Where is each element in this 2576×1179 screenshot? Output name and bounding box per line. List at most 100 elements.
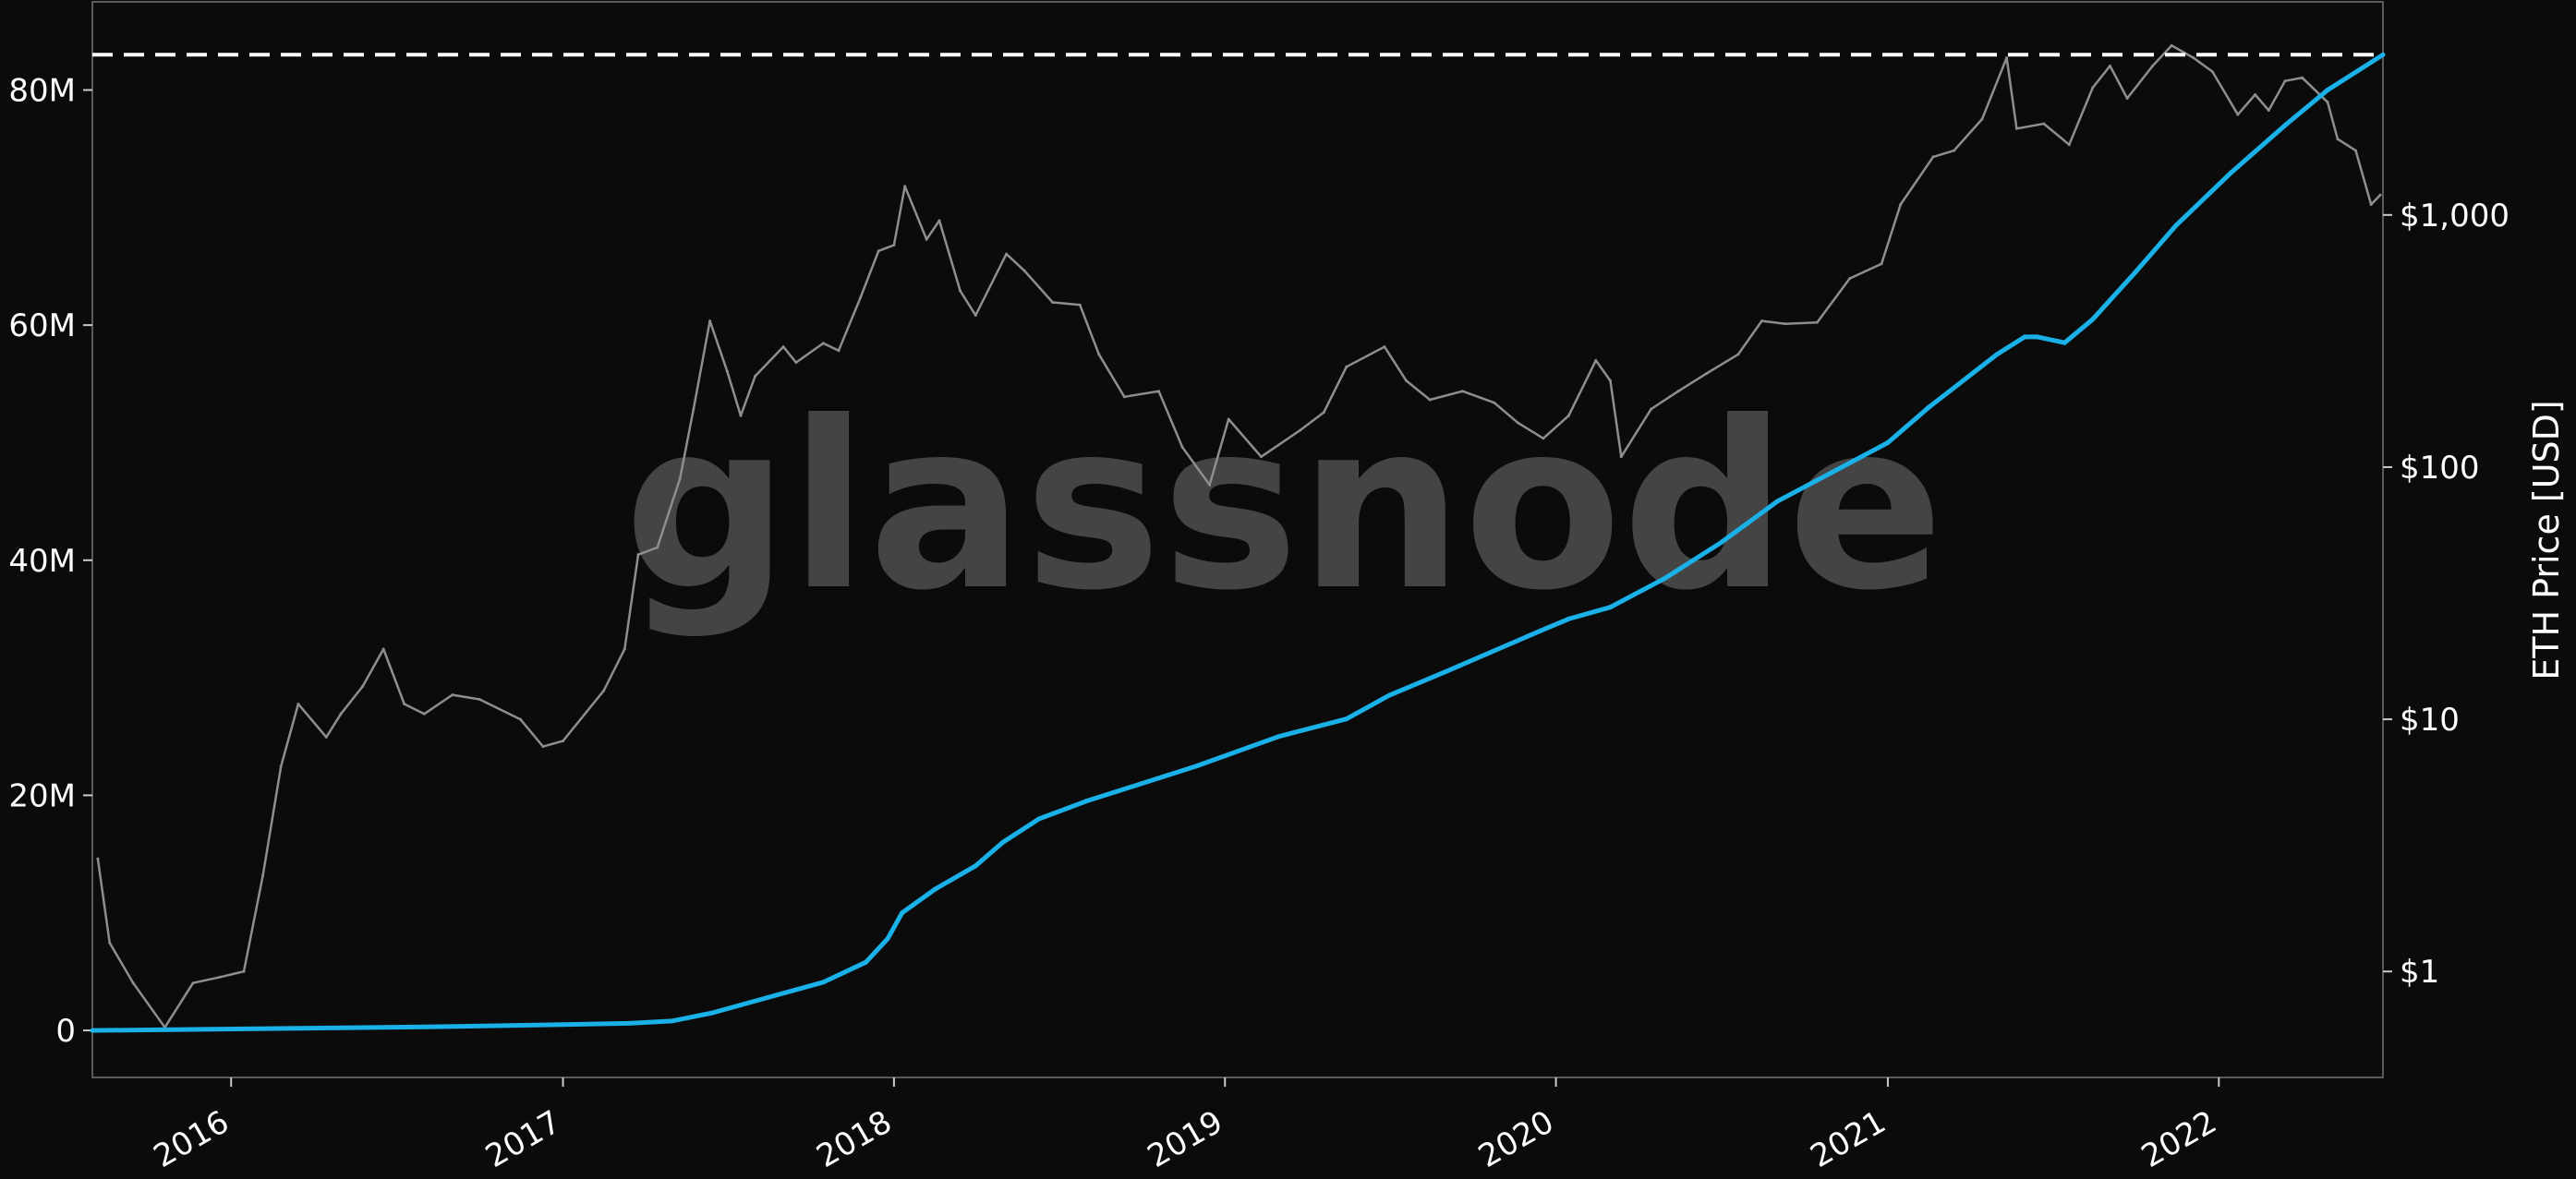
- right-tick-label: $10: [2400, 702, 2460, 739]
- left-tick-label: 40M: [8, 543, 76, 580]
- price-point: [2283, 79, 2287, 83]
- supply-point: [1386, 692, 1392, 698]
- price-point: [2210, 70, 2214, 74]
- supply-point: [1036, 816, 1042, 822]
- price-line: [96, 44, 2382, 1029]
- price-point: [2354, 149, 2357, 152]
- price-point: [339, 712, 343, 716]
- left-tick-label: 80M: [8, 72, 76, 109]
- price-point: [692, 407, 695, 411]
- price-point: [541, 745, 545, 749]
- glassnode-watermark: glassnode: [623, 372, 1943, 641]
- price-point: [296, 703, 300, 705]
- price-point: [656, 546, 659, 549]
- supply-point: [820, 980, 826, 985]
- supply-point: [864, 959, 868, 965]
- price-point: [422, 712, 426, 716]
- price-point: [1848, 277, 1852, 281]
- price-point: [2336, 138, 2340, 141]
- price-point: [602, 689, 606, 692]
- price-point: [562, 740, 564, 743]
- supply-line: [91, 53, 2385, 1033]
- price-point: [2042, 122, 2046, 126]
- supply-point: [765, 994, 770, 1000]
- price-point: [1260, 455, 1263, 459]
- price-point: [1461, 390, 1464, 393]
- price-point: [1345, 365, 1348, 368]
- price-point: [2369, 203, 2373, 206]
- price-point: [191, 981, 195, 985]
- price-point: [131, 981, 135, 985]
- price-point: [877, 249, 880, 253]
- supply-point: [1608, 605, 1613, 610]
- price-point: [1760, 319, 1763, 323]
- price-point: [2151, 64, 2155, 67]
- price-point: [218, 975, 222, 979]
- price-point: [2236, 113, 2240, 116]
- price-point: [821, 342, 825, 345]
- supply-point: [1083, 799, 1089, 804]
- price-point: [725, 369, 729, 373]
- price-point: [678, 477, 682, 480]
- price-point: [279, 764, 283, 768]
- price-point: [1676, 390, 1680, 393]
- supply-point: [1663, 575, 1668, 581]
- supply-point: [421, 1024, 427, 1029]
- price-point: [1180, 445, 1184, 449]
- supply-point: [1538, 628, 1543, 633]
- price-point: [974, 314, 977, 317]
- price-point: [1322, 411, 1325, 415]
- supply-point: [2062, 340, 2067, 345]
- supply-point: [2035, 334, 2040, 340]
- supply-point: [2090, 317, 2096, 322]
- left-tick-label: 0: [55, 1013, 76, 1050]
- supply-point: [2325, 88, 2330, 92]
- price-point: [1609, 379, 1612, 382]
- right-tick-label: $100: [2400, 450, 2480, 487]
- price-point: [1299, 428, 1302, 432]
- price-point: [837, 349, 841, 353]
- left-tick-label: 60M: [8, 307, 76, 344]
- price-point: [623, 647, 626, 651]
- left-axis: 0 20M 40M 60M 80M: [8, 72, 92, 1050]
- price-point: [937, 219, 941, 223]
- price-point: [1493, 401, 1496, 404]
- supply-point: [932, 886, 937, 892]
- price-point: [381, 647, 385, 651]
- price-point: [242, 969, 246, 973]
- price-point: [1516, 421, 1519, 425]
- supply-point: [2173, 223, 2179, 228]
- price-point: [1051, 301, 1055, 304]
- price-point: [959, 289, 962, 293]
- supply-point: [1926, 404, 1931, 410]
- price-point: [324, 735, 328, 739]
- price-point: [1566, 414, 1570, 417]
- supply-point: [669, 1018, 674, 1024]
- supply-point: [2282, 123, 2288, 128]
- price-point: [2109, 64, 2111, 67]
- supply-point: [1194, 764, 1200, 769]
- price-point: [1157, 390, 1161, 393]
- price-point: [636, 553, 640, 557]
- price-point: [2192, 56, 2195, 60]
- plot-area-frame: [91, 1, 2384, 1078]
- supply-point: [1774, 499, 1780, 504]
- price-point: [1650, 407, 1653, 411]
- supply-point: [1000, 839, 1006, 845]
- price-point: [892, 243, 896, 247]
- supply-point: [885, 936, 890, 942]
- price-point: [1542, 437, 1545, 440]
- price-point: [2378, 193, 2382, 197]
- price-point: [1428, 398, 1432, 402]
- supply-point: [626, 1020, 632, 1026]
- price-point: [925, 237, 928, 241]
- supply-point: [2380, 52, 2386, 57]
- price-point: [2067, 143, 2071, 147]
- price-point: [754, 374, 757, 378]
- price-point: [2014, 126, 2018, 130]
- price-point: [403, 703, 406, 705]
- price-point: [1705, 372, 1709, 376]
- price-point: [1097, 353, 1101, 356]
